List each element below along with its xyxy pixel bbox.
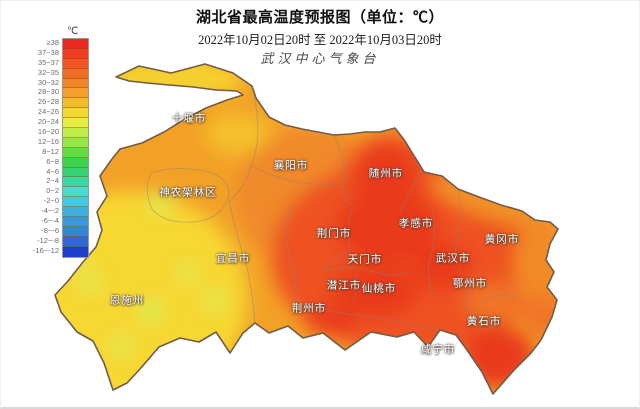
legend-swatch [63, 246, 88, 257]
temp-blob-green-spot [205, 291, 225, 311]
legend-swatch [63, 88, 88, 99]
legend-label: 24~26 [37, 107, 59, 117]
legend-swatch [63, 118, 88, 129]
legend-label: 6~8 [46, 156, 59, 166]
temperature-legend: ℃ ≥38 37~38 35~37 32~35 30~32 28~30 26~28 24~26… [25, 26, 89, 258]
legend-swatch [63, 128, 88, 138]
legend-label: -4~-2 [41, 206, 59, 216]
legend-unit-label: ℃ [67, 26, 79, 37]
legend-swatch [63, 48, 88, 59]
legend-swatch-column [62, 38, 89, 258]
temp-blob-red-core [305, 307, 357, 335]
legend-label: 20~24 [37, 117, 59, 127]
legend-swatch [63, 167, 88, 178]
temp-blob-se [465, 282, 521, 322]
legend-label: -16~-12 [32, 245, 59, 255]
legend-label: 8~12 [42, 146, 59, 156]
legend-swatch [63, 108, 88, 119]
temp-blob-green-spot [139, 299, 163, 323]
legend-swatch [63, 197, 88, 208]
legend-label: ≥38 [46, 38, 59, 47]
legend-swatch [63, 187, 88, 198]
legend-swatch [63, 78, 88, 89]
temp-blob-red-core [331, 265, 419, 317]
agency-name: 武汉中心气象台 [260, 51, 380, 66]
legend-label: 16~20 [37, 127, 59, 137]
legend-label: 2~4 [46, 176, 59, 186]
legend-swatch [63, 137, 88, 148]
legend-label: 35~37 [37, 57, 59, 67]
temp-blob-green-spot [111, 336, 131, 356]
temp-blob-green-spot [150, 192, 172, 214]
legend-body: ≥38 37~38 35~37 32~35 30~32 28~30 26~28 24~26 20… [25, 38, 89, 258]
page-title: 湖北省最高温度预报图（单位：℃） [195, 9, 444, 26]
legend-swatch [63, 68, 88, 79]
district-boundaries [146, 95, 518, 332]
legend-label: -8~-6 [41, 225, 59, 235]
temp-blob-yellow-patch [205, 114, 271, 154]
temp-blob-green-spot [81, 273, 101, 293]
legend-label: 0~2 [46, 186, 59, 196]
legend-label: 12~16 [37, 136, 59, 146]
legend-swatch [63, 217, 88, 227]
temp-blob-green-spot [178, 264, 196, 282]
legend-swatch [63, 98, 88, 109]
legend-swatch [63, 157, 88, 168]
legend-label-column: ≥38 37~38 35~37 32~35 30~32 28~30 26~28 24~26 20… [25, 38, 62, 258]
temp-blob-red-core [411, 242, 471, 290]
temp-blob-red-core [336, 189, 440, 265]
temp-blob-red-core [462, 326, 534, 388]
province-outline [54, 63, 559, 395]
legend-swatch [63, 207, 88, 218]
legend-label: -12~-8 [37, 235, 59, 245]
legend-label: 37~38 [37, 47, 59, 57]
legend-swatch [63, 58, 88, 69]
legend-swatch [63, 177, 88, 188]
legend-swatch [63, 236, 88, 247]
legend-label: 28~30 [37, 87, 59, 97]
legend-label: 30~32 [37, 77, 59, 87]
legend-label: 4~6 [46, 166, 59, 176]
legend-label: 32~35 [37, 67, 59, 77]
legend-swatch [63, 226, 88, 237]
legend-swatch [63, 147, 88, 158]
legend-label: -6~-4 [41, 216, 59, 226]
forecast-date-range: 2022年10月02日20时 至 2022年10月03日20时 [198, 33, 442, 47]
legend-label: 26~28 [37, 97, 59, 107]
legend-label: -2~0 [43, 196, 59, 206]
legend-swatch [63, 39, 88, 49]
